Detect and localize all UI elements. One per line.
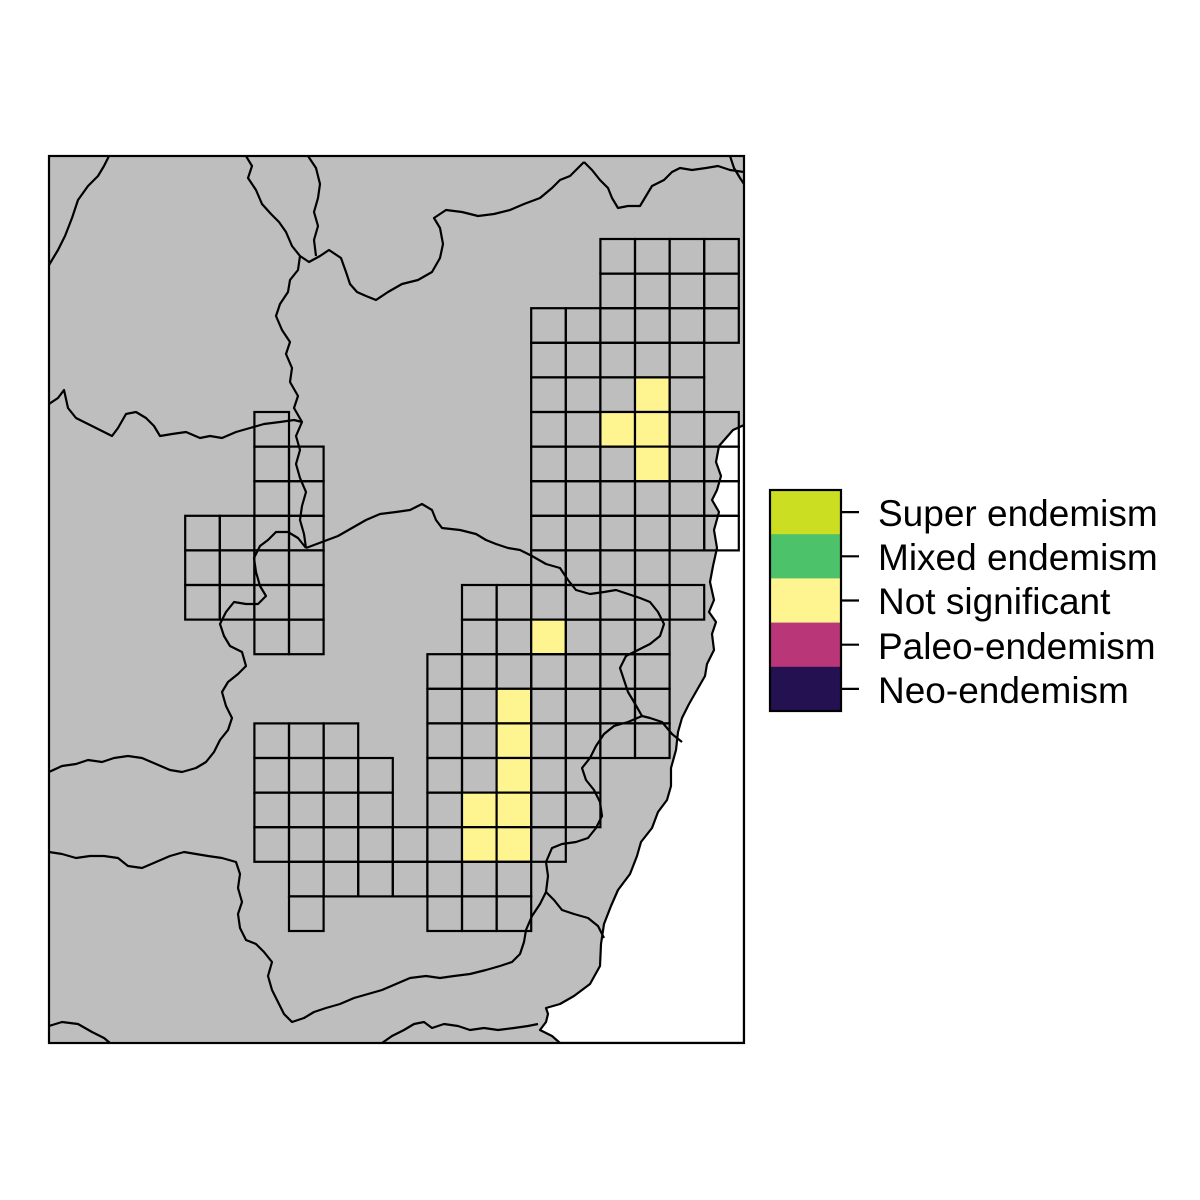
grid-cell-not-significant [599, 410, 637, 448]
legend: Super endemism Mixed endemism Not signif… [768, 488, 1158, 713]
grid-cell-not-significant [495, 722, 533, 760]
grid-cell [668, 583, 706, 621]
grid-cells [184, 237, 740, 933]
grid-cell [287, 895, 325, 933]
grid-cell-not-significant [633, 445, 671, 483]
map-frame [47, 154, 746, 1045]
legend-label-mixed-endemism: Mixed endemism [878, 537, 1158, 578]
grid-cell [703, 307, 740, 344]
grid-cell-not-significant [530, 618, 567, 656]
grid-cell-not-significant [495, 687, 533, 725]
grid-cell-not-significant [633, 410, 671, 448]
legend-swatch [770, 622, 841, 668]
legend-swatch [770, 666, 841, 712]
grid-cell [287, 618, 325, 656]
legend-swatch [770, 578, 841, 624]
legend-ticks [841, 510, 859, 691]
grid-cell-not-significant [495, 791, 533, 829]
grid-cell-not-significant [495, 756, 533, 794]
grid-cell-not-significant [460, 791, 498, 829]
grid-cell [633, 722, 671, 760]
grid-cell-not-significant [495, 826, 533, 863]
legend-label-not-significant: Not significant [878, 581, 1111, 622]
grid-cell [495, 895, 533, 933]
grid-cell-not-significant [460, 826, 498, 863]
grid-cell [530, 826, 567, 863]
grid-cell-not-significant [633, 376, 671, 414]
legend-swatch [770, 534, 841, 579]
legend-label-neo-endemism: Neo-endemism [878, 670, 1129, 711]
grid-cell [703, 514, 740, 552]
map-panel [49, 156, 744, 1043]
legend-label-super-endemism: Super endemism [878, 493, 1158, 534]
legend-colorbar [770, 490, 841, 712]
grid-cell [564, 791, 602, 829]
legend-swatch [770, 490, 841, 535]
legend-label-paleo-endemism: Paleo-endemism [878, 626, 1156, 667]
ocean [538, 423, 744, 1043]
